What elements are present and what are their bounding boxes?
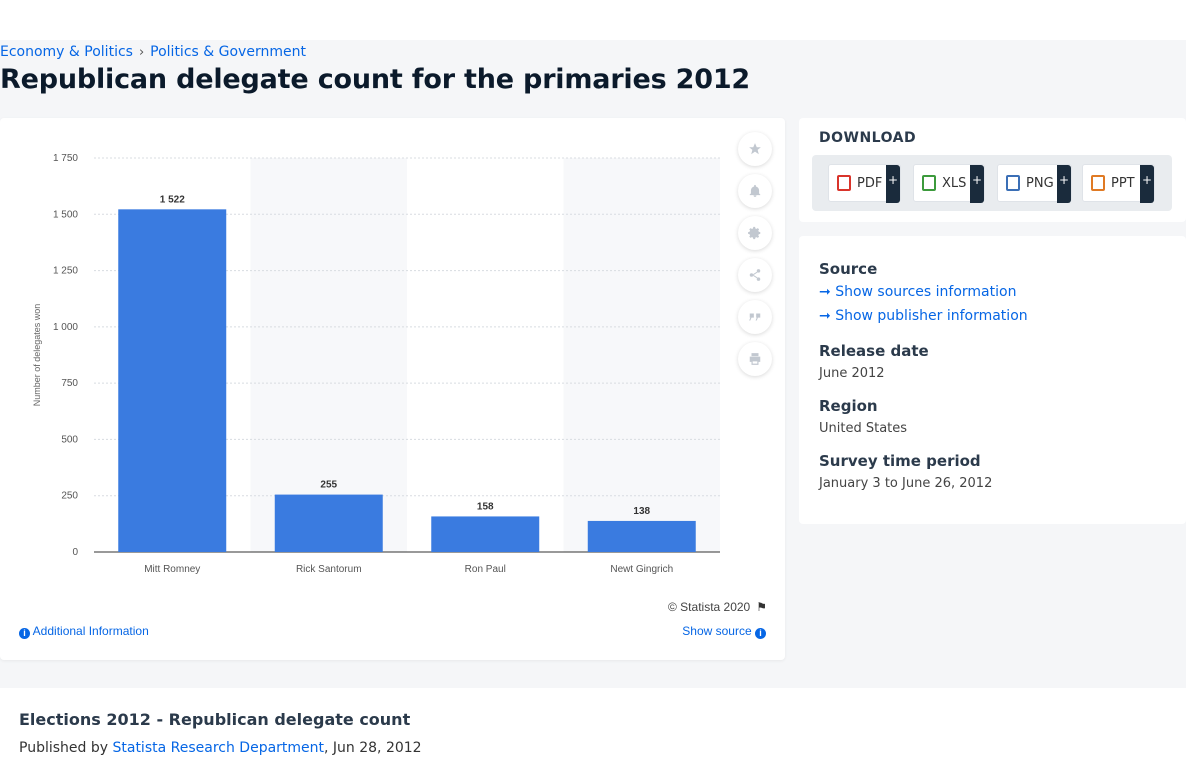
data-label: 158: [477, 501, 494, 512]
publish-date: , Jun 28, 2012: [324, 740, 422, 756]
settings-gear-icon[interactable]: [738, 216, 772, 250]
data-label: 1 522: [160, 194, 185, 205]
chart-card: 0 250 500 750 1 000 1 250 1 500 1 750 1 522 255 1…: [0, 118, 785, 660]
background-band: [563, 158, 720, 552]
x-tick-label: Ron Paul: [465, 564, 506, 575]
copyright-text: © Statista 2020: [668, 600, 751, 614]
arrow-right-icon: ➞: [819, 284, 831, 300]
bar: [587, 520, 696, 552]
chart-tools: [738, 132, 772, 384]
published-by-label: Published by: [19, 740, 109, 756]
download-buttons: PDF + XLS + PNG + PPT +: [812, 155, 1172, 211]
breadcrumb-economy-politics[interactable]: Economy & Politics: [0, 44, 133, 60]
published-by: Published by Statista Research Departmen…: [19, 740, 422, 756]
png-file-icon: [1006, 175, 1020, 191]
info-icon: i: [19, 628, 30, 639]
download-ppt-label: PPT: [1111, 175, 1135, 191]
breadcrumb: Economy & Politics › Politics & Government: [0, 44, 306, 60]
region-label: Region: [819, 397, 878, 415]
data-label: 138: [633, 506, 650, 517]
plus-icon: +: [1057, 165, 1071, 203]
download-xls-button[interactable]: XLS +: [913, 164, 985, 203]
background-band: [250, 158, 407, 552]
download-ppt-button[interactable]: PPT +: [1082, 164, 1155, 203]
show-sources-label: Show sources information: [835, 284, 1017, 300]
data-label: 255: [320, 480, 337, 491]
breadcrumb-politics-government[interactable]: Politics & Government: [150, 44, 306, 60]
pdf-file-icon: [837, 175, 851, 191]
bar: [274, 494, 383, 552]
survey-period-value: January 3 to June 26, 2012: [819, 476, 993, 491]
notification-bell-icon[interactable]: [738, 174, 772, 208]
y-tick-label: 1 750: [53, 153, 78, 164]
bar: [118, 209, 227, 552]
publication-title[interactable]: Elections 2012 - Republican delegate cou…: [19, 710, 411, 729]
show-source-label: Show source: [682, 624, 752, 638]
additional-information-link[interactable]: i Additional Information: [19, 624, 149, 639]
share-icon[interactable]: [738, 258, 772, 292]
y-tick-label: 1 000: [53, 322, 78, 333]
show-publisher-label: Show publisher information: [835, 308, 1028, 324]
flag-icon[interactable]: ⚑: [756, 600, 767, 614]
y-tick-label: 1 500: [53, 209, 78, 220]
x-tick-label: Rick Santorum: [296, 564, 362, 575]
arrow-right-icon: ➞: [819, 308, 831, 324]
publisher-link[interactable]: Statista Research Department: [112, 740, 325, 756]
xls-file-icon: [922, 175, 936, 191]
source-label: Source: [819, 260, 878, 278]
show-publisher-link[interactable]: ➞ Show publisher information: [819, 308, 1028, 324]
y-tick-label: 1 250: [53, 266, 78, 277]
print-icon[interactable]: [738, 342, 772, 376]
download-png-label: PNG: [1026, 175, 1054, 191]
plus-icon: +: [886, 165, 900, 203]
download-card: DOWNLOAD PDF + XLS + PNG + PPT +: [799, 118, 1186, 222]
page-title: Republican delegate count for the primar…: [0, 64, 751, 95]
cite-quote-icon[interactable]: [738, 300, 772, 334]
download-png-button[interactable]: PNG +: [997, 164, 1072, 203]
download-pdf-label: PDF: [857, 175, 883, 191]
y-tick-label: 0: [72, 547, 78, 558]
top-bar: [0, 0, 1186, 40]
x-tick-label: Mitt Romney: [144, 564, 200, 575]
bar-chart: 0 250 500 750 1 000 1 250 1 500 1 750 1 522 255 1…: [32, 153, 720, 575]
additional-information-label: Additional Information: [32, 624, 149, 638]
plus-icon: +: [1140, 165, 1154, 203]
region-value: United States: [819, 421, 908, 436]
y-tick-label: 750: [61, 378, 78, 389]
bar: [431, 516, 540, 552]
download-title: DOWNLOAD: [819, 130, 917, 146]
publication-card: Elections 2012 - Republican delegate cou…: [0, 688, 1186, 760]
ppt-file-icon: [1091, 175, 1105, 191]
breadcrumb-separator-icon: ›: [138, 45, 145, 60]
y-axis-label: Number of delegates won: [32, 304, 42, 407]
download-xls-label: XLS: [942, 175, 967, 191]
y-tick-label: 250: [61, 491, 78, 502]
y-tick-label: 500: [61, 434, 78, 445]
info-icon: i: [755, 628, 766, 639]
x-tick-label: Newt Gingrich: [610, 564, 673, 575]
survey-period-label: Survey time period: [819, 452, 981, 470]
show-sources-link[interactable]: ➞ Show sources information: [819, 284, 1016, 300]
favorite-star-icon[interactable]: [738, 132, 772, 166]
copyright: © Statista 2020 ⚑: [668, 600, 767, 614]
release-date-label: Release date: [819, 342, 929, 360]
download-pdf-button[interactable]: PDF +: [828, 164, 901, 203]
show-source-link[interactable]: Show source i: [682, 624, 766, 639]
meta-card: Source ➞ Show sources information ➞ Show…: [799, 236, 1186, 524]
plus-icon: +: [970, 165, 984, 203]
release-date-value: June 2012: [819, 366, 885, 381]
